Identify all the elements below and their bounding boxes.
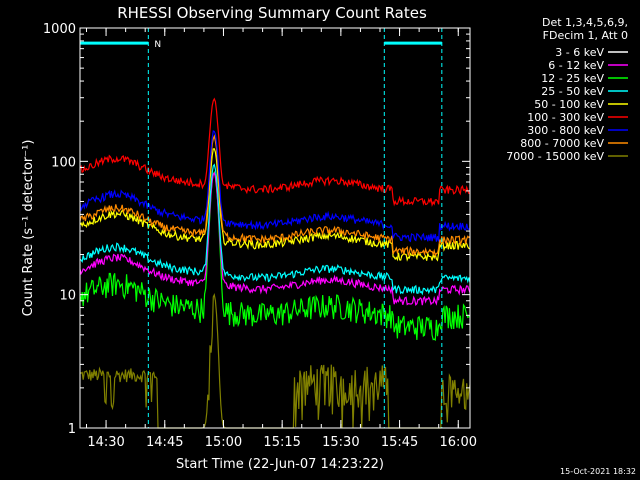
x-tick-label-6: 16:00 (440, 435, 477, 450)
series-line-1 (79, 171, 471, 307)
series-line-4 (79, 148, 471, 262)
series-line-2 (79, 170, 471, 341)
chart-title: RHESSI Observing Summary Count Rates (117, 4, 427, 22)
legend-label-3: 25 - 50 keV (541, 85, 604, 98)
legend-label-7: 800 - 7000 keV (520, 137, 604, 150)
legend-label-6: 300 - 800 keV (527, 124, 604, 137)
series-line-3 (79, 163, 471, 296)
plot-frame (79, 27, 471, 429)
night-marker-label: N (154, 40, 161, 50)
legend-label-4: 50 - 100 keV (534, 98, 604, 111)
series-line-5 (79, 97, 471, 207)
y-tick-label-2: 100 (51, 155, 76, 170)
x-axis-label: Start Time (22-Jun-07 14:23:22) (176, 457, 384, 472)
x-tick-label-4: 15:30 (322, 435, 359, 450)
series-layer (79, 97, 471, 429)
x-axis: 14:30 14:45 15:00 15:15 15:30 15:45 16:00 (86, 28, 477, 450)
series-line-7 (79, 134, 471, 258)
x-tick-label-2: 15:00 (205, 435, 242, 450)
night-markers: N (80, 28, 443, 428)
y-axis-label: Count Rate (s⁻¹ detector⁻¹) (21, 140, 36, 317)
y-axis: 1 10 100 1000 (43, 22, 470, 437)
legend-label-8: 7000 - 15000 keV (506, 150, 604, 163)
legend-header-line-2: FDecim 1, Att 0 (543, 29, 628, 42)
x-tick-label-0: 14:30 (87, 435, 124, 450)
legend-label-2: 12 - 25 keV (541, 72, 604, 85)
legend-header-line-1: Det 1,3,4,5,6,9, (542, 16, 628, 29)
x-tick-label-1: 14:45 (146, 435, 183, 450)
series-line-6 (79, 130, 471, 243)
y-tick-label-3: 1000 (43, 22, 76, 37)
legend-label-0: 3 - 6 keV (555, 46, 604, 59)
legend-label-5: 100 - 300 keV (527, 111, 604, 124)
footer-date: 15-Oct-2021 18:32 (560, 467, 636, 476)
y-tick-label-0: 1 (68, 422, 76, 437)
y-tick-label-1: 10 (59, 289, 76, 304)
x-tick-label-3: 15:15 (263, 435, 300, 450)
x-tick-label-5: 15:45 (381, 435, 418, 450)
legend-label-1: 6 - 12 keV (548, 59, 604, 72)
